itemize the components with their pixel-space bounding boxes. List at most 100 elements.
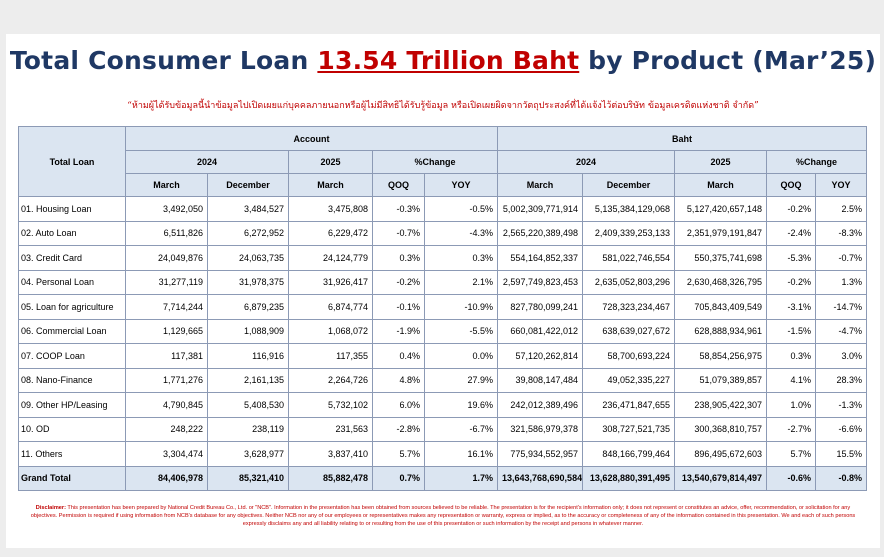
title-prefix: Total Consumer Loan (9, 46, 318, 75)
table-cell: 1.0% (766, 392, 816, 418)
table-cell: 775,934,552,957 (497, 441, 583, 467)
table-cell: 85,882,478 (288, 465, 373, 491)
table-cell: 705,843,409,549 (674, 294, 767, 320)
table-cell: 1,088,909 (207, 318, 289, 344)
table-cell: -6.7% (424, 416, 498, 442)
table-cell: -0.7% (814, 245, 868, 271)
table-cell: 5,135,384,129,068 (582, 196, 675, 222)
table-cell: 49,052,335,227 (582, 367, 675, 393)
table-row: 03. Credit Card 24,049,876 24,063,735 24,12… (18, 245, 868, 271)
account-year-2025: 2025 (288, 150, 373, 174)
row-header: Total Loan (18, 126, 126, 197)
column-header: QOQ (372, 173, 425, 197)
table-cell: 5,732,102 (288, 392, 373, 418)
table-cell: 2,161,135 (207, 367, 289, 393)
table-cell: 581,022,746,554 (582, 245, 675, 271)
table-cell: -0.1% (372, 294, 425, 320)
table-cell: -14.7% (814, 294, 868, 320)
table-row: 08. Nano-Finance 1,771,276 2,161,135 2,264,… (18, 367, 868, 393)
table-cell: 1.7% (424, 465, 498, 491)
column-header: QOQ (766, 173, 816, 197)
table-cell: 31,926,417 (288, 269, 373, 295)
table-cell: 0.3% (766, 343, 816, 369)
table-cell: 308,727,521,735 (582, 416, 675, 442)
table-cell: 2.5% (814, 196, 868, 222)
table-cell: 58,700,693,224 (582, 343, 675, 369)
table-cell: 242,012,389,496 (497, 392, 583, 418)
table-cell: -4.3% (424, 220, 498, 246)
table-cell: 6,879,235 (207, 294, 289, 320)
table-cell: -10.9% (424, 294, 498, 320)
table-row: 07. COOP Loan 117,381 116,916 117,355 0.4% 0.… (18, 343, 868, 369)
title-suffix: by Product (Mar’25) (579, 46, 877, 75)
table-cell: 321,586,979,378 (497, 416, 583, 442)
table-cell: 24,124,779 (288, 245, 373, 271)
table-cell: 31,978,375 (207, 269, 289, 295)
row-label: 04. Personal Loan (18, 269, 126, 295)
table-cell: -2.7% (766, 416, 816, 442)
table-cell: -5.3% (766, 245, 816, 271)
table-cell: 3,492,050 (125, 196, 208, 222)
consumer-loan-table: Total Loan Account Baht 2024 2025 %Chang… (18, 126, 868, 491)
group-header-account: Account (125, 126, 498, 151)
table-cell: 238,119 (207, 416, 289, 442)
table-row: 01. Housing Loan 3,492,050 3,484,527 3,475,… (18, 196, 868, 222)
table-cell: 848,166,799,464 (582, 441, 675, 467)
table-cell: 5,127,420,657,148 (674, 196, 767, 222)
table-cell: 6,511,826 (125, 220, 208, 246)
table-cell: 51,079,389,857 (674, 367, 767, 393)
table-cell: 231,563 (288, 416, 373, 442)
table-cell: 2,565,220,389,498 (497, 220, 583, 246)
row-label: 07. COOP Loan (18, 343, 126, 369)
table-cell: 13,628,880,391,495 (582, 465, 675, 491)
group-header-baht: Baht (496, 126, 868, 151)
table-row: 02. Auto Loan 6,511,826 6,272,952 6,229,472… (18, 220, 868, 246)
table-cell: 1.3% (814, 269, 868, 295)
table-cell: 554,164,852,337 (497, 245, 583, 271)
table-cell: 4.1% (766, 367, 816, 393)
table-row: 06. Commercial Loan 1,129,665 1,088,909 1,0… (18, 318, 868, 344)
row-label: 08. Nano-Finance (18, 367, 126, 393)
table-cell: 5,408,530 (207, 392, 289, 418)
disclaimer: Disclaimer: This presentation has been p… (24, 504, 862, 528)
column-header: YOY (424, 173, 498, 197)
row-label: Grand Total (18, 465, 126, 491)
table-cell: 3,304,474 (125, 441, 208, 467)
table-cell: 5.7% (372, 441, 425, 467)
table-cell: 638,639,027,672 (582, 318, 675, 344)
table-cell: 2.1% (424, 269, 498, 295)
table-cell: -0.8% (814, 465, 868, 491)
table-cell: 13,540,679,814,497 (674, 465, 767, 491)
table-cell: 24,063,735 (207, 245, 289, 271)
table-cell: 0.4% (372, 343, 425, 369)
row-label: 03. Credit Card (18, 245, 126, 271)
table-cell: 0.3% (424, 245, 498, 271)
table-cell: 6,874,774 (288, 294, 373, 320)
table-cell: 1,771,276 (125, 367, 208, 393)
table-cell: 57,120,262,814 (497, 343, 583, 369)
table-cell: 117,381 (125, 343, 208, 369)
table-cell: -1.3% (814, 392, 868, 418)
table-cell: 39,808,147,484 (497, 367, 583, 393)
table-cell: -8.3% (814, 220, 868, 246)
column-header: December (582, 173, 675, 197)
table-cell: 2,597,749,823,453 (497, 269, 583, 295)
table-cell: -0.6% (766, 465, 816, 491)
row-label: 01. Housing Loan (18, 196, 126, 222)
table-cell: -2.4% (766, 220, 816, 246)
column-header: March (674, 173, 767, 197)
row-label: 02. Auto Loan (18, 220, 126, 246)
table-cell: 1,068,072 (288, 318, 373, 344)
disclaimer-label: Disclaimer: (35, 505, 66, 511)
table-cell: 15.5% (814, 441, 868, 467)
table-cell: 27.9% (424, 367, 498, 393)
disclaimer-text: This presentation has been prepared by N… (30, 505, 856, 527)
table-cell: -0.3% (372, 196, 425, 222)
column-header: March (288, 173, 373, 197)
table-row: 04. Personal Loan 31,277,119 31,978,375 31,… (18, 269, 868, 295)
column-header: YOY (814, 173, 868, 197)
title-highlight: 13.54 Trillion Baht (317, 46, 580, 75)
table-cell: 117,355 (288, 343, 373, 369)
confidentiality-notice: “ห้ามผู้ได้รับข้อมูลนี้นำข้อมูลไปเปิดเผย… (127, 101, 759, 111)
table-cell: 16.1% (424, 441, 498, 467)
